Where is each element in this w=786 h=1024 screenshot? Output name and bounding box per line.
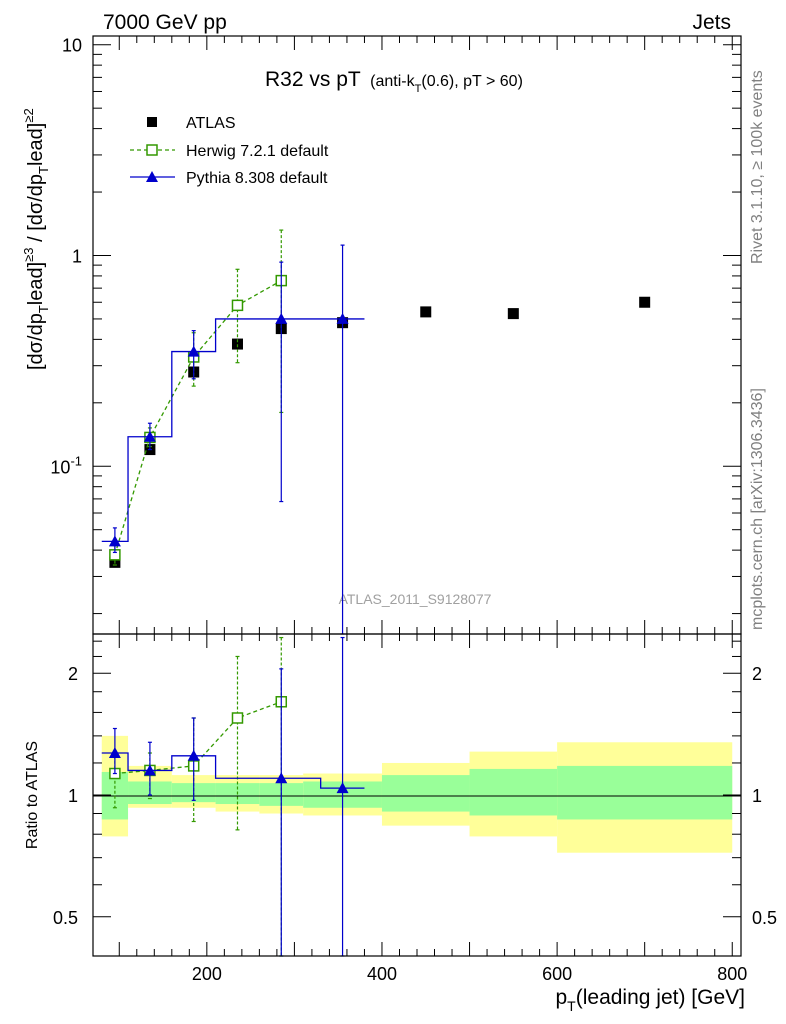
svg-text:[dσ/dpTlead]≥3 / [dσ/dpTlead]≥: [dσ/dpTlead]≥3 / [dσ/dpTlead]≥2 (21, 108, 51, 370)
atlas-main-point-6 (420, 306, 432, 318)
atlas-main-point-7 (507, 308, 519, 320)
legend-item-herwig: Herwig 7.2.1 default (130, 143, 329, 160)
legend-marker-atlas (147, 117, 157, 127)
plot-title-main: R32 vs pT (265, 68, 361, 91)
xtick-label-400: 400 (367, 964, 397, 984)
ratio-ylabel: Ratio to ATLAS (24, 741, 41, 849)
green-band-7 (469, 768, 558, 816)
xtick-label-200: 200 (192, 964, 222, 984)
pythia-8-308-default-ratio-point-3 (275, 772, 288, 784)
pythia-8-308-default-ratio-point-4 (336, 782, 349, 794)
atlas-main-point-3 (231, 338, 243, 350)
main-panel-data (101, 229, 651, 635)
rivet-version-label: Rivet 3.1.10, ≥ 100k events (749, 70, 766, 264)
green-band-8 (557, 765, 733, 820)
xtick-label-800: 800 (717, 964, 747, 984)
legend-marker-pythia (146, 171, 158, 182)
legend-marker-herwig (146, 144, 158, 156)
pythia-8-308-default-main-point-1 (143, 430, 156, 442)
pythia-8-308-default-main-line (101, 318, 365, 543)
ratio-ytick-label-left-2: 0.5 (53, 908, 78, 928)
herwig-7-2-1-default-main-point-3 (231, 299, 244, 312)
plot-title-sub: (anti-k (370, 73, 415, 90)
main-ytick-label-0: 10 (62, 36, 82, 56)
legend-item-atlas: ATLAS (147, 115, 236, 132)
pythia-8-308-default-main-point-0 (108, 535, 121, 547)
pythia-8-308-default-main-point-3 (275, 312, 288, 324)
pythia-8-308-default-main-point-2 (187, 345, 200, 357)
plot-title-sub-sub: T (415, 83, 422, 95)
ratio-uncertainty-bands (101, 735, 733, 853)
pythia-8-308-default-main-point-4 (336, 312, 349, 324)
legend-item-pythia: Pythia 8.308 default (130, 170, 328, 187)
pythia-8-308-default-ratio-point-1 (143, 764, 156, 776)
pythia-8-308-default-ratio-point-0 (108, 747, 121, 759)
herwig-7-2-1-default-ratio-point-3 (231, 712, 244, 724)
atlas-main-point-8 (639, 296, 651, 308)
header-left: 7000 GeV pp (103, 11, 227, 34)
legend-label-pythia: Pythia 8.308 default (186, 170, 328, 187)
main-ylabel: [dσ/dpTlead]≥3 / [dσ/dpTlead]≥2 (21, 108, 51, 370)
watermark: ATLAS_2011_S9128077 (339, 591, 492, 607)
pythia-8-308-default-ratio-point-2 (187, 749, 200, 761)
main-ytick-label-1: 1 (72, 246, 82, 266)
ratio-ytick-label-left-1: 1 (68, 786, 78, 806)
ratio-ytick-label-right-0: 2 (752, 664, 762, 684)
legend-label-atlas: ATLAS (186, 115, 236, 132)
herwig-7-2-1-default-main-line (114, 280, 282, 556)
legend-label-herwig: Herwig 7.2.1 default (186, 143, 329, 160)
x-axis-label: pT(leading jet) [GeV] (555, 986, 745, 1014)
plot-title-sub-tail: (0.6), pT > 60) (421, 73, 523, 90)
main-ytick-label-2: 10-1 (50, 453, 82, 477)
ratio-ytick-label-right-2: 0.5 (752, 908, 777, 928)
xtick-label-600: 600 (542, 964, 572, 984)
mcplots-label: mcplots.cern.ch [arXiv:1306.3436] (749, 388, 766, 630)
plot-title: R32 vs pT (anti-kT(0.6), pT > 60) (265, 68, 523, 95)
ratio-ytick-label-left-0: 2 (68, 664, 78, 684)
axis-ticks: 10 1 10-1 200 400 600 800 2 2 1 1 0.5 0.5 (50, 36, 777, 984)
ratio-ytick-label-right-1: 1 (752, 786, 762, 806)
legend: ATLAS Herwig 7.2.1 default Pythia 8.308 … (130, 115, 329, 187)
green-band-6 (381, 775, 470, 812)
header-right: Jets (692, 11, 731, 34)
ratio-panel-data (101, 636, 365, 957)
